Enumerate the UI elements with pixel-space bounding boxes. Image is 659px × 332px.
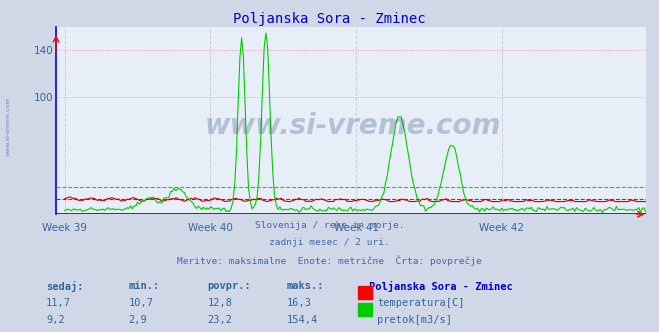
Text: Poljanska Sora - Zminec: Poljanska Sora - Zminec [233, 12, 426, 26]
Text: sedaj:: sedaj: [46, 281, 84, 291]
Text: 10,7: 10,7 [129, 298, 154, 308]
Text: 9,2: 9,2 [46, 315, 65, 325]
Text: Poljanska Sora - Zminec: Poljanska Sora - Zminec [369, 281, 513, 291]
Text: www.si-vreme.com: www.si-vreme.com [6, 96, 11, 156]
Text: 16,3: 16,3 [287, 298, 312, 308]
Text: pretok[m3/s]: pretok[m3/s] [377, 315, 452, 325]
Text: 11,7: 11,7 [46, 298, 71, 308]
Text: zadnji mesec / 2 uri.: zadnji mesec / 2 uri. [269, 238, 390, 247]
Text: min.:: min.: [129, 281, 159, 290]
Text: www.si-vreme.com: www.si-vreme.com [204, 112, 501, 140]
Text: 2,9: 2,9 [129, 315, 147, 325]
Text: temperatura[C]: temperatura[C] [377, 298, 465, 308]
Text: maks.:: maks.: [287, 281, 324, 290]
Text: 12,8: 12,8 [208, 298, 233, 308]
Text: Slovenija / reke in morje.: Slovenija / reke in morje. [255, 221, 404, 230]
Text: 154,4: 154,4 [287, 315, 318, 325]
Text: Meritve: maksimalne  Enote: metrične  Črta: povprečje: Meritve: maksimalne Enote: metrične Črta… [177, 255, 482, 266]
Text: 23,2: 23,2 [208, 315, 233, 325]
Text: povpr.:: povpr.: [208, 281, 251, 290]
